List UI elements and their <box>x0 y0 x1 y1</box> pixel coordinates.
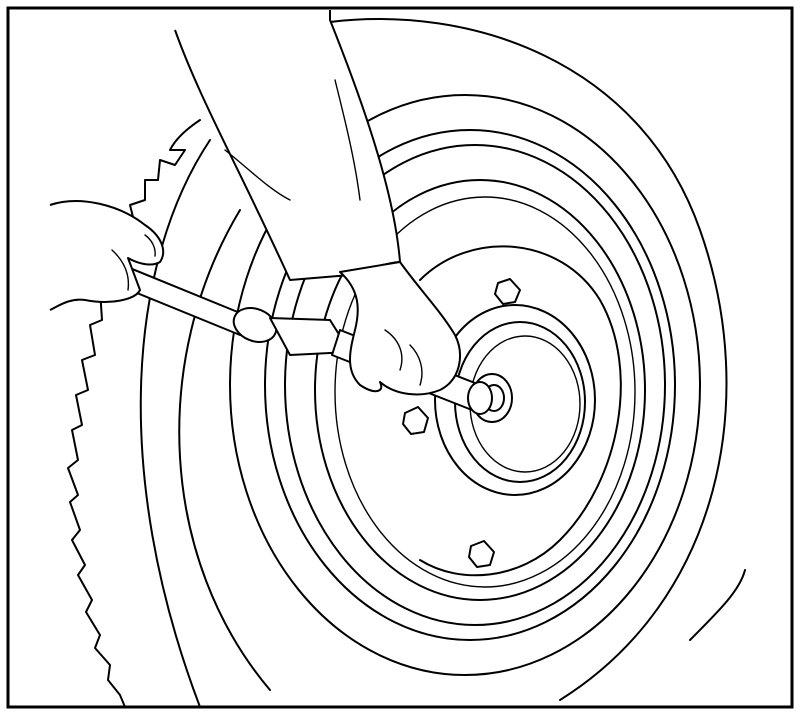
finger-line <box>111 249 130 291</box>
rim-outer <box>229 94 701 676</box>
tire <box>67 18 746 708</box>
hand <box>339 261 461 396</box>
lug-nut <box>402 406 429 435</box>
left-hand <box>49 200 165 311</box>
frame <box>6 6 794 709</box>
rim-well-inner <box>334 196 636 588</box>
tire-bead <box>178 209 271 691</box>
wrench-joint <box>232 307 278 343</box>
finger-line <box>384 329 403 371</box>
rim-flange <box>284 144 666 626</box>
hand <box>49 200 165 311</box>
sleeve-fold <box>224 149 291 201</box>
rim-well <box>314 179 646 601</box>
rim-lip <box>264 129 676 641</box>
drum-face <box>419 245 622 577</box>
wrench-socket <box>467 381 493 415</box>
hub-outer <box>434 304 596 496</box>
lug-nut <box>468 540 495 568</box>
finger-line <box>144 234 156 257</box>
finger-line <box>409 344 423 386</box>
right-arm <box>174 10 461 396</box>
tire-sidewall <box>139 139 211 708</box>
sleeve-fold <box>334 79 361 201</box>
tire-outer-edge <box>329 18 728 701</box>
tire-edge-mark <box>689 569 746 641</box>
lug-nuts <box>402 278 521 568</box>
tire-tread <box>67 119 201 708</box>
lug-nut <box>494 278 521 305</box>
